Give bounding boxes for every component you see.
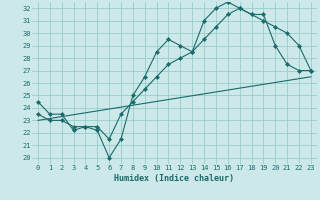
X-axis label: Humidex (Indice chaleur): Humidex (Indice chaleur) xyxy=(115,174,234,183)
